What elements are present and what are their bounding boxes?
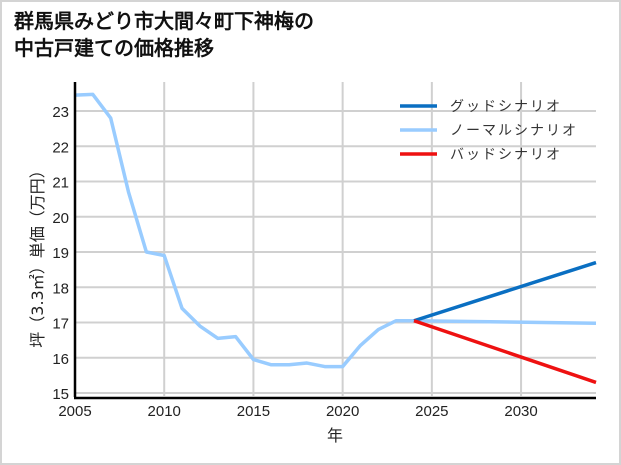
x-tick-label: 2015 (237, 403, 270, 420)
x-tick-label: 2030 (504, 403, 537, 420)
y-tick-labels: 15 16 17 18 19 20 21 22 23 (52, 104, 69, 403)
series-line (413, 319, 597, 385)
y-tick-label: 22 (52, 139, 69, 156)
y-axis-label: 坪（3.3㎡）単価（万円） (28, 162, 47, 347)
y-tick-label: 19 (52, 245, 69, 262)
series-line (413, 318, 597, 325)
legend-label: ノーマルシナリオ (450, 123, 578, 139)
x-tick-labels: 2005 2010 2015 2020 2025 2030 (58, 403, 537, 420)
x-axis-label: 年 (327, 426, 343, 445)
x-tick-label: 2020 (326, 403, 359, 420)
chart-title: 群馬県みどり市大間々町下神梅の 中古戸建ての価格推移 (14, 8, 314, 62)
y-tick-label: 17 (52, 316, 69, 333)
chart-title-line1: 群馬県みどり市大間々町下神梅の (14, 9, 314, 33)
x-tick-label: 2025 (415, 403, 448, 420)
data-series (74, 92, 597, 385)
x-tick-label: 2005 (58, 403, 91, 420)
chart-title-line2: 中古戸建ての価格推移 (14, 36, 214, 60)
y-tick-label: 16 (52, 351, 69, 368)
grid-lines (75, 82, 596, 396)
axes (73, 82, 596, 400)
x-tick-label: 2010 (148, 403, 181, 420)
y-tick-label: 23 (52, 104, 69, 121)
legend-label: バッドシナリオ (450, 147, 562, 163)
y-tick-label: 21 (52, 175, 69, 192)
series-line (413, 260, 597, 323)
legend-label: グッドシナリオ (450, 99, 562, 115)
series-line (74, 92, 415, 369)
y-tick-label: 15 (52, 386, 69, 403)
y-tick-label: 18 (52, 280, 69, 297)
y-tick-label: 20 (52, 210, 69, 227)
